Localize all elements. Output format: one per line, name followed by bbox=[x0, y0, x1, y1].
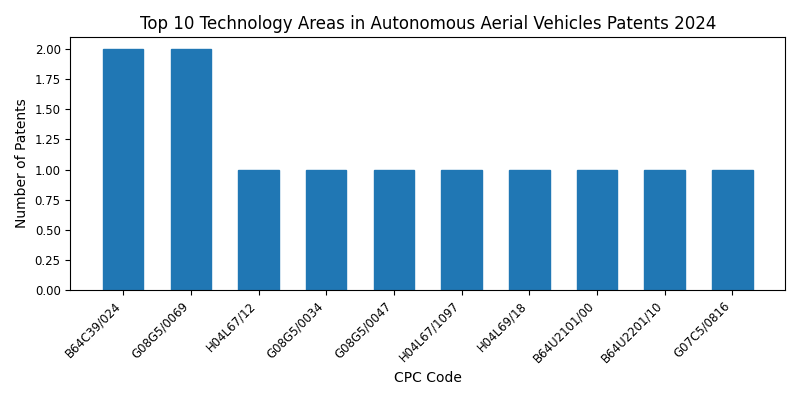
Bar bbox=[103, 49, 143, 290]
Bar bbox=[170, 49, 211, 290]
Bar bbox=[306, 170, 346, 290]
Bar bbox=[238, 170, 279, 290]
Bar bbox=[442, 170, 482, 290]
Bar bbox=[644, 170, 685, 290]
Bar bbox=[577, 170, 617, 290]
Title: Top 10 Technology Areas in Autonomous Aerial Vehicles Patents 2024: Top 10 Technology Areas in Autonomous Ae… bbox=[139, 15, 716, 33]
Bar bbox=[374, 170, 414, 290]
X-axis label: CPC Code: CPC Code bbox=[394, 371, 462, 385]
Bar bbox=[712, 170, 753, 290]
Y-axis label: Number of Patents: Number of Patents bbox=[15, 99, 29, 228]
Bar bbox=[509, 170, 550, 290]
